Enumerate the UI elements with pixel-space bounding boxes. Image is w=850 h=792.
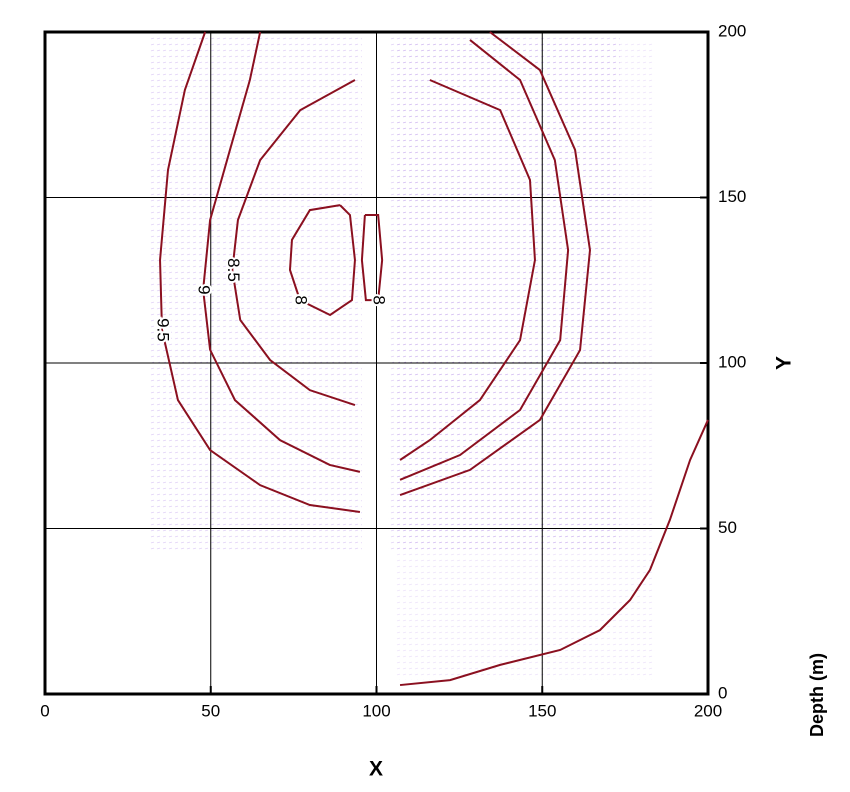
contour-label: 9	[195, 285, 214, 294]
x-tick-label: 100	[362, 701, 390, 720]
x-tick-label: 50	[201, 701, 220, 720]
contour-line	[399, 79, 536, 461]
x-tick-label: 0	[40, 701, 49, 720]
contour-line	[399, 31, 591, 497]
plot-frame	[43, 30, 710, 696]
y-tick-label: 0	[718, 683, 727, 702]
contour-label: 9.5	[154, 318, 173, 342]
y-tick-label: 100	[718, 352, 746, 371]
contour-line	[399, 419, 709, 687]
contour-label: 8	[370, 295, 389, 304]
contour-line	[360, 214, 384, 302]
y-axis-title: Y	[773, 356, 796, 370]
y-tick-label: 200	[718, 21, 746, 40]
contour-line	[231, 79, 356, 406]
x-tick-label: 150	[528, 701, 556, 720]
colorbar-title: Depth (m)	[807, 653, 827, 737]
x-tick-label: 200	[694, 701, 722, 720]
y-tick-label: 150	[718, 187, 746, 206]
contour-line	[399, 39, 570, 481]
contour-label: 8	[291, 295, 310, 304]
x-axis-title: X	[369, 758, 383, 781]
vector-field	[395, 40, 655, 680]
contour-line	[159, 31, 361, 513]
contour-label: 8.5	[224, 258, 243, 282]
contour-line	[202, 31, 361, 473]
contour-line	[288, 204, 356, 317]
y-tick-label: 50	[718, 518, 737, 537]
